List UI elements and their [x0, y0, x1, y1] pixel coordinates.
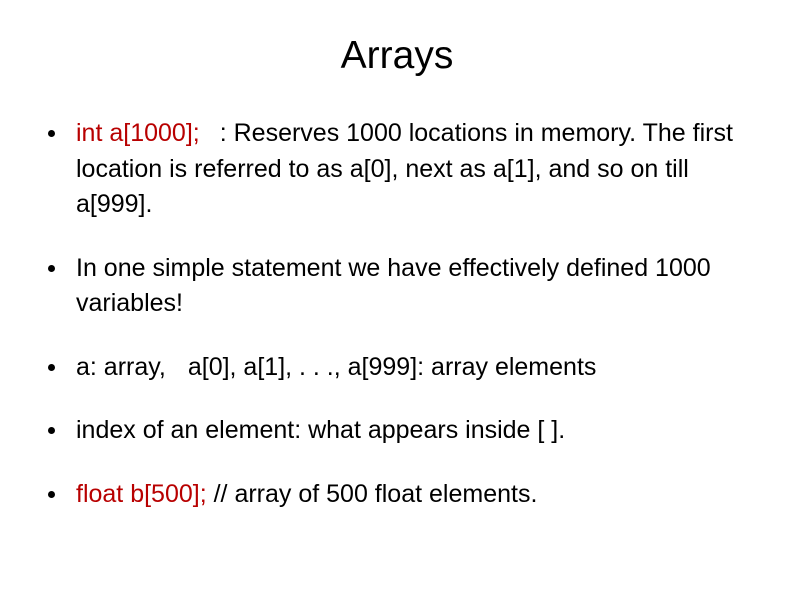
- code-snippet: float b[500];: [76, 480, 207, 508]
- bullet-item-1: int a[1000];: Reserves 1000 locations in…: [40, 116, 754, 223]
- bullet-list: int a[1000];: Reserves 1000 locations in…: [40, 116, 754, 512]
- bullet-item-3: a: array, a[0], a[1], . . ., a[999]: arra…: [40, 350, 754, 386]
- slide-title: Arrays: [40, 34, 754, 78]
- slide: Arrays int a[1000];: Reserves 1000 locat…: [0, 0, 794, 595]
- bullet-text: index of an element: what appears inside…: [76, 416, 565, 444]
- bullet-item-5: float b[500]; // array of 500 float elem…: [40, 477, 754, 513]
- bullet-item-2: In one simple statement we have effectiv…: [40, 251, 754, 322]
- bullet-item-4: index of an element: what appears inside…: [40, 413, 754, 449]
- code-snippet: int a[1000];: [76, 119, 200, 147]
- bullet-text: In one simple statement we have effectiv…: [76, 254, 711, 318]
- bullet-lead: a: array,: [76, 353, 166, 381]
- bullet-text: // array of 500 float elements.: [214, 480, 538, 508]
- bullet-text: a[0], a[1], . . ., a[999]: array element…: [188, 353, 597, 381]
